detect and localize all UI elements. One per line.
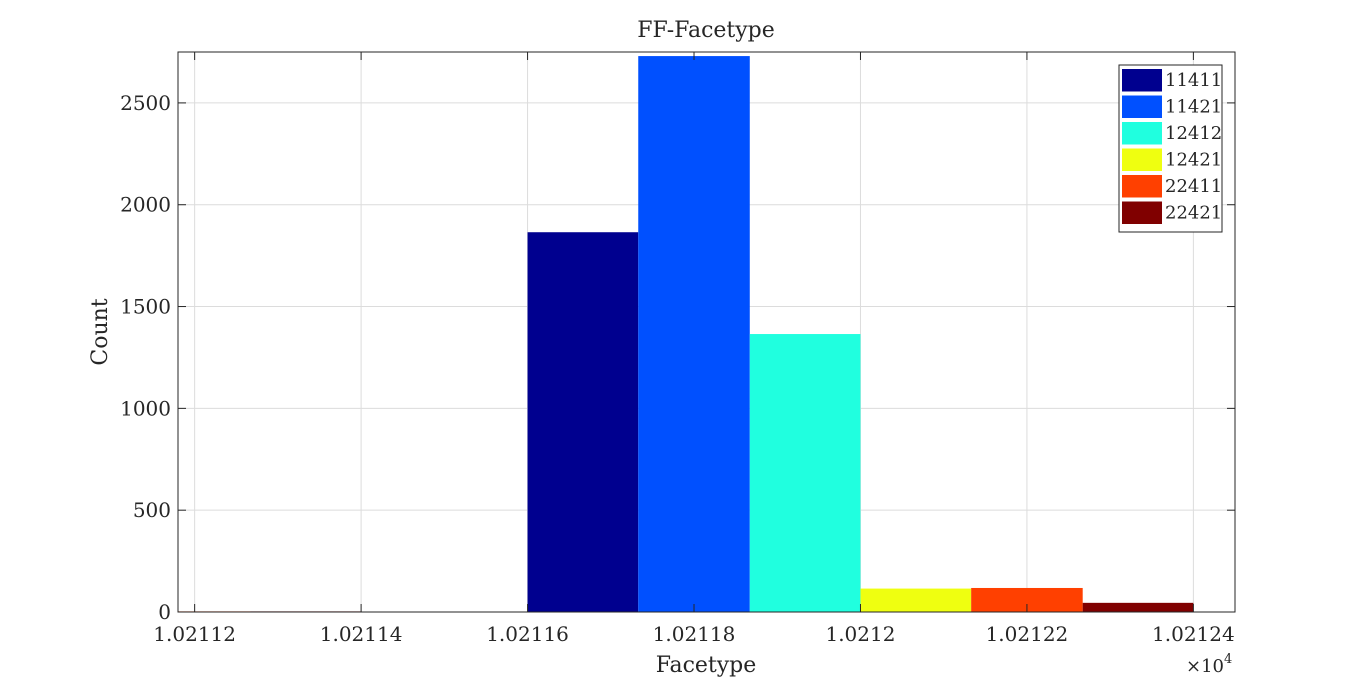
x-tick-label: 1.02114 bbox=[320, 622, 403, 646]
legend-swatch-12421 bbox=[1122, 148, 1162, 171]
y-tick-label: 2500 bbox=[120, 91, 171, 115]
bar-11421 bbox=[638, 56, 750, 612]
x-tick-label: 1.0212 bbox=[825, 622, 895, 646]
x-tick-label: 1.02124 bbox=[1152, 622, 1235, 646]
legend-swatch-12412 bbox=[1122, 122, 1162, 145]
legend-swatch-22421 bbox=[1122, 201, 1162, 224]
legend-label: 11411 bbox=[1165, 70, 1222, 91]
chart-title: FF-Facetype bbox=[637, 18, 775, 43]
legend-label: 12412 bbox=[1165, 123, 1222, 144]
y-tick-label: 1500 bbox=[120, 295, 171, 319]
legend-swatch-22411 bbox=[1122, 175, 1162, 198]
y-tick-label: 0 bbox=[158, 600, 171, 624]
x-tick-label: 1.02118 bbox=[653, 622, 736, 646]
legend-label: 22411 bbox=[1165, 176, 1222, 197]
x-tick-label: 1.02122 bbox=[986, 622, 1069, 646]
y-axis-label: Count bbox=[88, 298, 113, 365]
bar-11411 bbox=[527, 232, 639, 612]
x-tick-label: 1.02112 bbox=[153, 622, 236, 646]
x-tick-label: 1.02116 bbox=[486, 622, 569, 646]
y-tick-label: 1000 bbox=[120, 396, 171, 420]
legend-label: 11421 bbox=[1165, 97, 1222, 118]
y-tick-label: 500 bbox=[133, 498, 171, 522]
x-axis-label: Facetype bbox=[656, 653, 757, 678]
legend-label: 12421 bbox=[1165, 150, 1222, 171]
bar-12421 bbox=[860, 588, 972, 612]
x-exponent-power: 4 bbox=[1224, 652, 1232, 667]
bars bbox=[178, 56, 1194, 612]
x-axis-ticks: 1.02112 1.02114 1.02116 1.02118 1.0212 1.0212… bbox=[153, 52, 1235, 646]
x-exponent-label: ×104 bbox=[1186, 652, 1232, 677]
legend: 11411 11421 12412 12421 22411 22421 bbox=[1118, 64, 1223, 233]
y-tick-label: 2000 bbox=[120, 193, 171, 217]
bar-22421 bbox=[1082, 602, 1194, 612]
legend-swatch-11421 bbox=[1122, 95, 1162, 118]
bar-12412 bbox=[749, 334, 861, 612]
y-axis-ticks: 0 500 1000 1500 2000 2500 bbox=[120, 91, 1235, 624]
axes-frame bbox=[177, 51, 1236, 613]
legend-label: 22421 bbox=[1165, 203, 1222, 224]
legend-swatch-11411 bbox=[1122, 69, 1162, 92]
